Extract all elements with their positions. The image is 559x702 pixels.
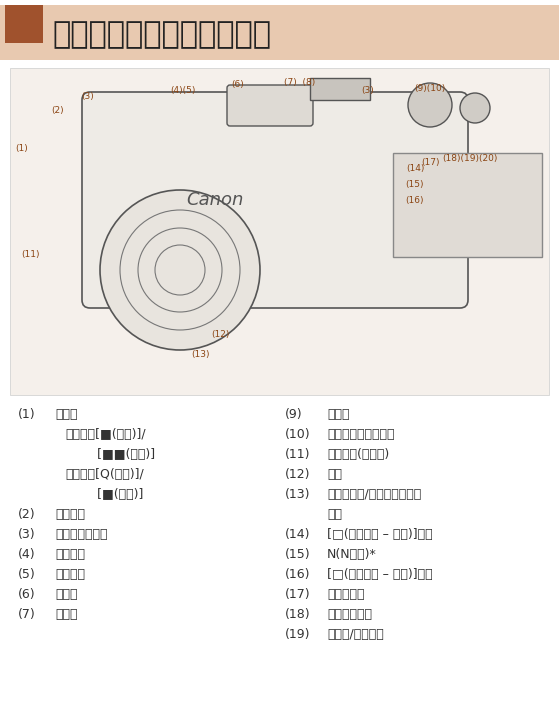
Text: (11): (11)	[285, 448, 310, 461]
Text: 相机带安装部位: 相机带安装部位	[55, 528, 107, 541]
Text: (9): (9)	[285, 408, 302, 421]
Text: (12): (12)	[285, 468, 310, 481]
Text: 存储卡/电池仓盖: 存储卡/电池仓盖	[327, 628, 383, 641]
FancyBboxPatch shape	[393, 153, 542, 257]
Text: 部位: 部位	[327, 508, 342, 521]
Text: (3): (3)	[82, 91, 94, 100]
Text: (17): (17)	[421, 157, 439, 166]
Text: (14): (14)	[285, 528, 310, 541]
Text: 电子转盘: 电子转盘	[55, 548, 85, 561]
Text: (4)(5): (4)(5)	[170, 86, 196, 95]
Text: 三脚架插孔: 三脚架插孔	[327, 588, 364, 601]
Text: 部件名称及本指南编辑常规: 部件名称及本指南编辑常规	[52, 20, 271, 49]
Text: (2): (2)	[51, 105, 64, 114]
Text: (2): (2)	[18, 508, 36, 521]
Text: 焦距标记(近似值): 焦距标记(近似值)	[327, 448, 389, 461]
Text: (19): (19)	[285, 628, 310, 641]
Text: (16): (16)	[406, 195, 424, 204]
Text: (18)(19)(20): (18)(19)(20)	[442, 154, 498, 162]
Text: 镜头遮光罩/滤镜转换器安装: 镜头遮光罩/滤镜转换器安装	[327, 488, 421, 501]
Text: 解除锁定开关: 解除锁定开关	[327, 608, 372, 621]
Text: (15): (15)	[285, 548, 311, 561]
Text: 模式转盘: 模式转盘	[55, 568, 85, 581]
Text: 麦克风: 麦克风	[55, 608, 78, 621]
FancyBboxPatch shape	[82, 92, 468, 308]
Text: 外接麦克风输入端子: 外接麦克风输入端子	[327, 428, 395, 441]
FancyBboxPatch shape	[5, 5, 43, 43]
Text: (10): (10)	[285, 428, 311, 441]
Text: (13): (13)	[285, 488, 310, 501]
Text: [□(构图辅助 – 锁定)]按钮: [□(构图辅助 – 锁定)]按钮	[327, 568, 433, 581]
Text: 变焦杆: 变焦杆	[55, 408, 78, 421]
Circle shape	[408, 83, 452, 127]
Text: (1): (1)	[18, 408, 36, 421]
Text: N(N标记)*: N(N标记)*	[327, 548, 377, 561]
Text: (18): (18)	[285, 608, 311, 621]
Text: 镜头: 镜头	[327, 468, 342, 481]
Text: (5): (5)	[18, 568, 36, 581]
Text: 拍摄时：[■(长焦)]/: 拍摄时：[■(长焦)]/	[65, 428, 146, 441]
Text: (9)(10): (9)(10)	[414, 84, 446, 93]
Text: 扬声器: 扬声器	[327, 408, 349, 421]
FancyBboxPatch shape	[310, 78, 370, 100]
Text: (7): (7)	[18, 608, 36, 621]
Text: (15): (15)	[406, 180, 424, 190]
Text: (6): (6)	[18, 588, 36, 601]
Text: (12): (12)	[211, 331, 229, 340]
Text: (3): (3)	[18, 528, 36, 541]
Text: (16): (16)	[285, 568, 310, 581]
Text: (3): (3)	[362, 86, 375, 95]
FancyBboxPatch shape	[0, 5, 559, 60]
Text: (13): (13)	[191, 350, 209, 359]
Text: [■(索引)]: [■(索引)]	[65, 488, 143, 501]
Text: (14): (14)	[406, 164, 424, 173]
FancyBboxPatch shape	[227, 85, 313, 126]
Circle shape	[100, 190, 260, 350]
FancyBboxPatch shape	[10, 68, 549, 395]
Text: (1): (1)	[16, 143, 29, 152]
Text: 快门按钮: 快门按钮	[55, 508, 85, 521]
Text: 闪光灯: 闪光灯	[55, 588, 78, 601]
Text: (11): (11)	[21, 251, 39, 260]
Text: (4): (4)	[18, 548, 36, 561]
Text: [■■(广角)]: [■■(广角)]	[65, 448, 155, 461]
Text: (7)  (8): (7) (8)	[285, 77, 316, 86]
Text: (6): (6)	[231, 81, 244, 89]
Circle shape	[460, 93, 490, 123]
Text: (17): (17)	[285, 588, 311, 601]
Text: [□(构图辅助 – 查找)]按钮: [□(构图辅助 – 查找)]按钮	[327, 528, 433, 541]
Text: 播放时：[Q(放大)]/: 播放时：[Q(放大)]/	[65, 468, 144, 481]
Text: Canon: Canon	[186, 191, 244, 209]
